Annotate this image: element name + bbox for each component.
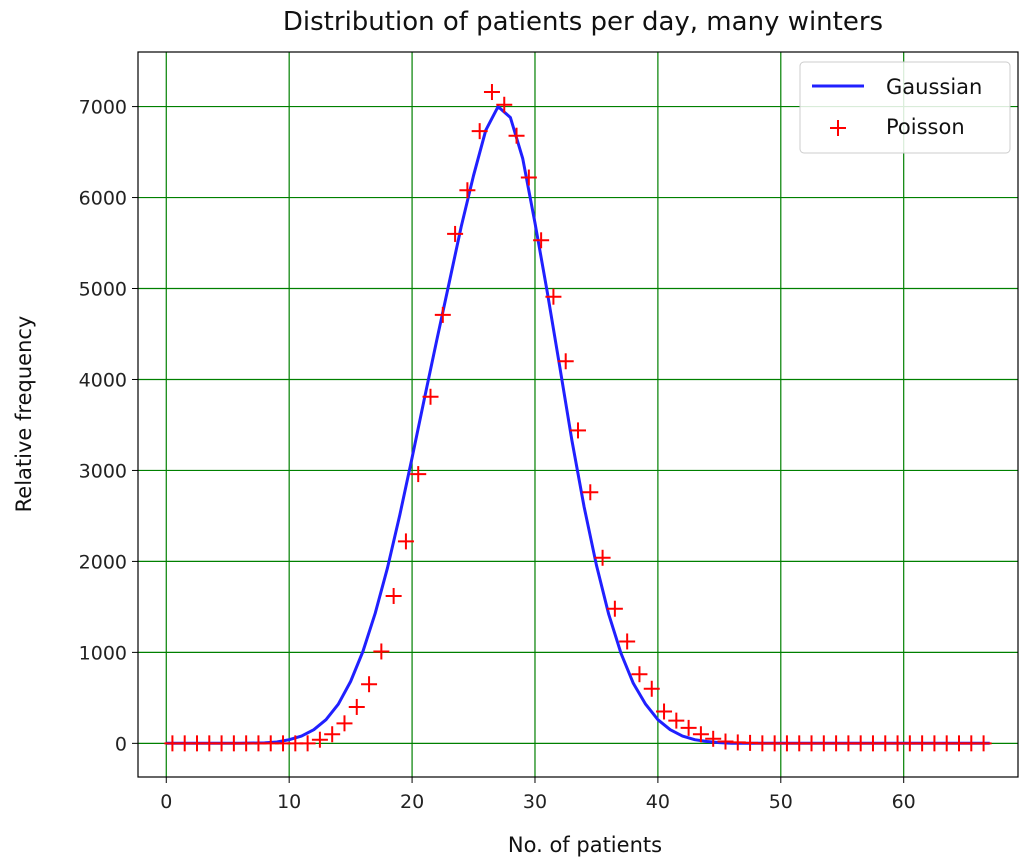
- poisson-point: [692, 726, 709, 743]
- y-tick-label: 4000: [79, 369, 127, 391]
- poisson-point: [619, 633, 636, 650]
- poisson-point: [656, 703, 673, 720]
- y-tick-label: 1000: [79, 642, 127, 664]
- x-tick-label: 40: [646, 791, 670, 813]
- poisson-point: [447, 225, 464, 242]
- y-tick-label: 2000: [79, 551, 127, 573]
- poisson-point: [533, 232, 550, 249]
- poisson-point: [631, 666, 648, 683]
- poisson-point: [643, 680, 660, 697]
- y-axis-label: Relative frequency: [12, 316, 36, 513]
- poisson-point: [545, 288, 562, 305]
- poisson-point: [299, 735, 316, 752]
- y-ticks: 0 1000 2000 3000 4000 5000 6000 7000: [79, 97, 138, 755]
- x-tick-label: 0: [160, 791, 172, 813]
- poisson-point: [361, 676, 378, 693]
- poisson-point: [483, 84, 500, 101]
- poisson-point: [508, 127, 525, 144]
- poisson-point: [385, 587, 402, 604]
- y-tick-label: 5000: [79, 279, 127, 301]
- poisson-point: [680, 719, 697, 736]
- y-tick-label: 7000: [79, 97, 127, 119]
- poisson-point: [975, 735, 992, 752]
- poisson-point: [348, 698, 365, 715]
- poisson-point: [520, 169, 537, 186]
- legend: Gaussian Poisson: [799, 61, 1011, 154]
- poisson-point: [434, 306, 451, 323]
- series-layer: [164, 84, 992, 752]
- poisson-point: [471, 123, 488, 140]
- poisson-point: [459, 182, 476, 199]
- x-tick-label: 10: [277, 791, 301, 813]
- legend-poisson-label: Poisson: [886, 115, 965, 139]
- x-tick-label: 30: [523, 791, 547, 813]
- poisson-point: [397, 533, 414, 550]
- poisson-point: [668, 712, 685, 729]
- legend-poisson-swatch: [830, 120, 846, 136]
- poisson-point: [373, 643, 390, 660]
- poisson-point: [557, 353, 574, 370]
- poisson-point: [311, 731, 328, 748]
- y-tick-label: 3000: [79, 460, 127, 482]
- poisson-point: [606, 600, 623, 617]
- x-tick-label: 50: [769, 791, 793, 813]
- x-ticks: 0 10 20 30 40 50 60: [160, 777, 916, 813]
- poisson-point: [324, 726, 341, 743]
- legend-gaussian-label: Gaussian: [886, 75, 982, 99]
- poisson-point: [336, 715, 353, 732]
- y-tick-label: 6000: [79, 188, 127, 210]
- poisson-point: [422, 388, 439, 405]
- poisson-point: [705, 730, 722, 747]
- x-tick-label: 60: [892, 791, 916, 813]
- poisson-point: [410, 466, 427, 483]
- x-tick-label: 20: [400, 791, 424, 813]
- poisson-point: [594, 549, 611, 566]
- plot-frame: [137, 51, 1019, 778]
- poisson-point: [582, 484, 599, 501]
- poisson-point: [496, 96, 513, 113]
- chart-title: Distribution of patients per day, many w…: [283, 7, 883, 37]
- y-tick-label: 0: [115, 733, 127, 755]
- x-axis-label: No. of patients: [508, 833, 662, 857]
- poisson-point: [570, 422, 586, 439]
